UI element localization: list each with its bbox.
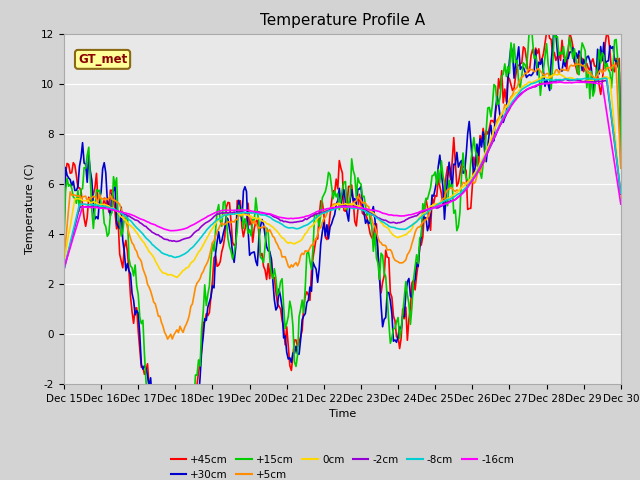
+45cm: [617, 151, 625, 156]
Line: -8cm: -8cm: [64, 78, 621, 269]
-2cm: [617, 191, 625, 197]
Line: -2cm: -2cm: [64, 79, 621, 270]
+30cm: [164, 469, 172, 475]
0cm: [76, 196, 83, 202]
+45cm: [164, 462, 172, 468]
-8cm: [617, 191, 625, 196]
Legend: +45cm, +30cm, +15cm, +5cm, 0cm, -2cm, -8cm, -16cm: +45cm, +30cm, +15cm, +5cm, 0cm, -2cm, -8…: [166, 450, 518, 480]
0cm: [397, 233, 405, 239]
-16cm: [76, 214, 83, 219]
-8cm: [76, 201, 83, 207]
+5cm: [165, 334, 173, 339]
0cm: [617, 195, 625, 201]
+15cm: [410, 276, 417, 282]
-16cm: [396, 213, 403, 219]
+45cm: [76, 185, 83, 191]
Line: -16cm: -16cm: [64, 82, 621, 268]
+15cm: [76, 208, 83, 214]
+5cm: [410, 236, 417, 241]
+15cm: [397, 327, 405, 333]
0cm: [173, 275, 180, 280]
Title: Temperature Profile A: Temperature Profile A: [260, 13, 425, 28]
-16cm: [164, 227, 172, 233]
-8cm: [396, 226, 403, 232]
+30cm: [550, 21, 558, 26]
+45cm: [60, 228, 68, 233]
+15cm: [60, 239, 68, 245]
+15cm: [164, 462, 172, 468]
+45cm: [552, 58, 559, 63]
0cm: [550, 72, 558, 77]
+45cm: [379, 279, 387, 285]
-8cm: [602, 75, 609, 81]
0cm: [410, 222, 417, 228]
-2cm: [164, 237, 172, 242]
+30cm: [379, 324, 387, 330]
-2cm: [377, 216, 385, 222]
+30cm: [410, 281, 417, 287]
-8cm: [164, 252, 172, 258]
+5cm: [379, 242, 387, 248]
+30cm: [552, 30, 559, 36]
0cm: [60, 260, 68, 265]
+15cm: [527, 16, 535, 22]
+5cm: [60, 257, 68, 263]
+15cm: [617, 156, 625, 162]
-8cm: [377, 218, 385, 224]
Y-axis label: Temperature (C): Temperature (C): [26, 163, 35, 254]
-2cm: [76, 204, 83, 210]
+45cm: [397, 335, 405, 341]
+5cm: [76, 193, 83, 199]
+30cm: [76, 164, 83, 169]
-8cm: [408, 222, 416, 228]
Line: +15cm: +15cm: [64, 19, 621, 480]
-2cm: [561, 76, 569, 82]
Text: GT_met: GT_met: [78, 53, 127, 66]
-16cm: [549, 80, 557, 85]
Line: +30cm: +30cm: [64, 24, 621, 480]
-2cm: [60, 267, 68, 273]
-16cm: [573, 79, 581, 85]
+30cm: [60, 218, 68, 224]
-16cm: [408, 212, 416, 217]
-2cm: [408, 214, 416, 220]
-16cm: [377, 210, 385, 216]
Line: +45cm: +45cm: [64, 30, 621, 480]
-2cm: [549, 79, 557, 84]
+45cm: [544, 27, 552, 33]
+5cm: [397, 260, 405, 266]
-2cm: [396, 220, 403, 226]
+45cm: [410, 277, 417, 283]
Line: +5cm: +5cm: [64, 64, 621, 339]
+15cm: [552, 34, 559, 40]
+5cm: [617, 165, 625, 171]
+5cm: [164, 336, 172, 342]
+15cm: [379, 252, 387, 258]
-8cm: [60, 266, 68, 272]
+5cm: [577, 61, 584, 67]
X-axis label: Time: Time: [329, 409, 356, 419]
0cm: [379, 221, 387, 227]
0cm: [555, 71, 563, 77]
-8cm: [549, 78, 557, 84]
-16cm: [60, 265, 68, 271]
+5cm: [550, 71, 558, 77]
0cm: [164, 272, 172, 278]
-16cm: [617, 201, 625, 207]
Line: 0cm: 0cm: [64, 74, 621, 277]
+30cm: [397, 326, 405, 332]
+30cm: [617, 161, 625, 167]
